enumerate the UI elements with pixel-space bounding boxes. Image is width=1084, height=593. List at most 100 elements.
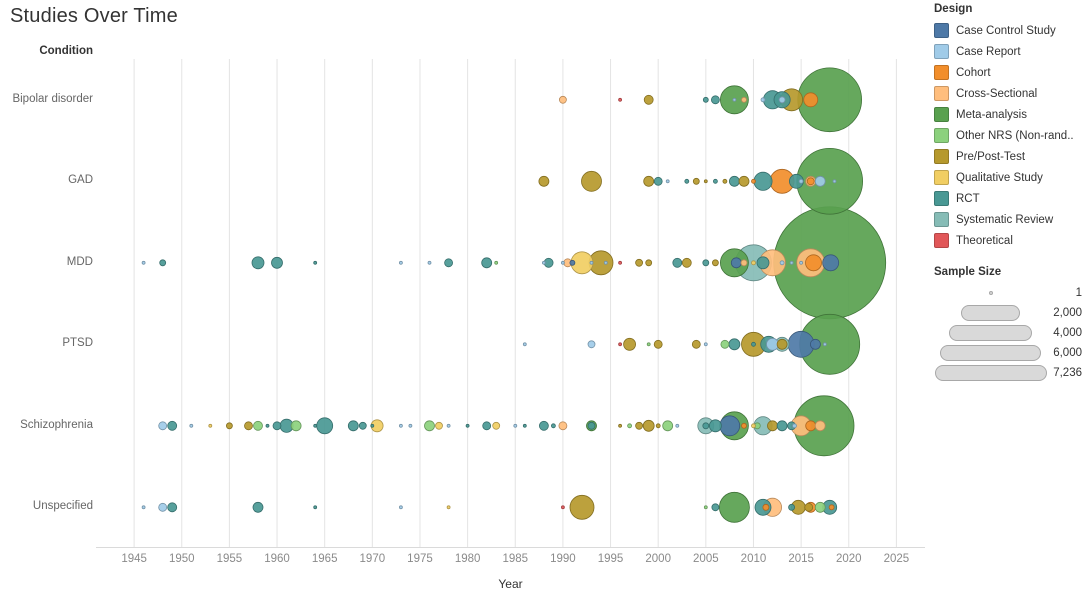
bubble[interactable] xyxy=(398,260,403,265)
bubble[interactable] xyxy=(803,92,819,108)
bubble[interactable] xyxy=(492,421,501,430)
bubble[interactable] xyxy=(805,254,822,272)
bubble[interactable] xyxy=(408,423,413,428)
bubble[interactable] xyxy=(167,420,178,431)
bubble[interactable] xyxy=(711,503,720,512)
bubble[interactable] xyxy=(776,338,788,350)
bubble[interactable] xyxy=(722,178,728,184)
bubble[interactable] xyxy=(513,423,518,428)
bubble[interactable] xyxy=(760,97,766,103)
bubble[interactable] xyxy=(446,423,451,428)
legend-item-qs[interactable]: Qualitative Study xyxy=(934,167,1084,188)
bubble[interactable] xyxy=(798,178,804,184)
bubble[interactable] xyxy=(751,260,756,266)
bubble[interactable] xyxy=(208,423,213,428)
bubble[interactable] xyxy=(313,260,318,265)
bubble[interactable] xyxy=(719,415,741,437)
bubble[interactable] xyxy=(522,342,527,347)
bubble[interactable] xyxy=(751,178,756,184)
bubble[interactable] xyxy=(424,420,435,432)
bubble[interactable] xyxy=(252,501,264,513)
bubble[interactable] xyxy=(655,423,661,429)
bubble[interactable] xyxy=(465,423,470,428)
bubble[interactable] xyxy=(167,502,178,513)
bubble[interactable] xyxy=(823,342,827,347)
bubble[interactable] xyxy=(662,420,674,432)
bubble[interactable] xyxy=(643,175,655,187)
bubble[interactable] xyxy=(703,505,708,510)
size-legend-row[interactable]: 4,000 xyxy=(934,323,1084,343)
bubble[interactable] xyxy=(729,175,740,187)
size-legend-row[interactable]: 6,000 xyxy=(934,343,1084,363)
bubble[interactable] xyxy=(789,260,794,265)
bubble[interactable] xyxy=(828,504,835,511)
bubble[interactable] xyxy=(653,339,663,349)
bubble[interactable] xyxy=(370,423,375,428)
bubble[interactable] xyxy=(251,256,265,270)
bubble[interactable] xyxy=(776,420,788,432)
bubble[interactable] xyxy=(623,337,636,351)
bubble[interactable] xyxy=(788,503,795,511)
bubble[interactable] xyxy=(703,179,708,184)
bubble[interactable] xyxy=(741,422,747,429)
bubble[interactable] xyxy=(779,260,785,266)
bubble[interactable] xyxy=(589,260,594,265)
bubble[interactable] xyxy=(810,338,821,350)
bubble[interactable] xyxy=(550,423,556,429)
bubble[interactable] xyxy=(271,256,283,269)
bubble[interactable] xyxy=(618,260,622,265)
bubble[interactable] xyxy=(538,175,550,187)
bubble[interactable] xyxy=(635,258,643,267)
bubble[interactable] xyxy=(806,177,815,186)
bubble[interactable] xyxy=(347,420,359,432)
legend-item-cs[interactable]: Cross-Sectional xyxy=(934,83,1084,104)
bubble[interactable] xyxy=(244,421,253,431)
bubble[interactable] xyxy=(751,341,756,347)
bubble[interactable] xyxy=(741,96,747,103)
legend-item-cr[interactable]: Case Report xyxy=(934,41,1084,62)
legend-item-co[interactable]: Cohort xyxy=(934,62,1084,83)
bubble[interactable] xyxy=(560,260,565,265)
bubble[interactable] xyxy=(692,177,700,185)
bubble[interactable] xyxy=(642,419,655,432)
bubble[interactable] xyxy=(603,260,608,265)
bubble[interactable] xyxy=(738,175,750,187)
bubble[interactable] xyxy=(702,422,710,430)
size-legend-row[interactable]: 1 xyxy=(934,283,1084,303)
bubble[interactable] xyxy=(711,95,720,105)
bubble[interactable] xyxy=(427,260,432,265)
bubble[interactable] xyxy=(814,501,826,513)
bubble[interactable] xyxy=(444,258,454,268)
bubble[interactable] xyxy=(313,423,318,428)
bubble[interactable] xyxy=(753,171,773,191)
bubble[interactable] xyxy=(665,179,670,184)
bubble[interactable] xyxy=(225,422,233,430)
bubble[interactable] xyxy=(158,502,168,512)
size-legend-row[interactable]: 2,000 xyxy=(934,303,1084,323)
bubble[interactable] xyxy=(558,421,568,431)
bubble[interactable] xyxy=(618,342,622,347)
bubble[interactable] xyxy=(778,96,786,104)
bubble[interactable] xyxy=(538,420,549,431)
bubble[interactable] xyxy=(159,259,167,267)
bubble[interactable] xyxy=(481,257,493,269)
bubble[interactable] xyxy=(189,423,194,428)
bubble[interactable] xyxy=(265,423,270,428)
bubble[interactable] xyxy=(635,421,643,430)
bubble[interactable] xyxy=(675,423,680,428)
bubble[interactable] xyxy=(814,175,826,187)
bubble[interactable] xyxy=(435,421,443,430)
bubble[interactable] xyxy=(653,176,663,186)
legend-item-nr[interactable]: Other NRS (Non-rand.. xyxy=(934,125,1084,146)
bubble[interactable] xyxy=(316,417,334,435)
bubble[interactable] xyxy=(728,338,741,351)
bubble[interactable] xyxy=(560,505,565,510)
bubble[interactable] xyxy=(713,178,718,184)
bubble[interactable] xyxy=(832,179,837,184)
bubble[interactable] xyxy=(767,420,778,432)
bubble[interactable] xyxy=(709,419,722,433)
bubble[interactable] xyxy=(792,423,797,429)
bubble[interactable] xyxy=(587,340,596,349)
bubble[interactable] xyxy=(732,97,737,102)
bubble[interactable] xyxy=(141,505,146,510)
